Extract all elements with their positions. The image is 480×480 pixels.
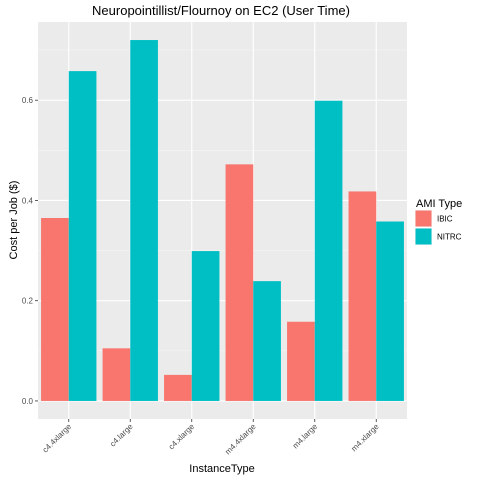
legend: AMI Type IBIC NITRC (415, 198, 462, 245)
x-tick-label: c4.4xlarge (41, 422, 74, 455)
x-tick-label: c4.large (108, 422, 135, 449)
bar-nitrc-c4-large (130, 40, 158, 401)
bar-ibic-c4-large (102, 348, 131, 401)
y-axis: 0.0 0.2 0.4 0.6 (22, 96, 38, 406)
bar-ibic-m4-4xlarge (225, 164, 254, 401)
bar-ibic-m4-large (287, 321, 315, 401)
y-tick-label: 0.4 (22, 196, 34, 205)
y-tick-label: 0.0 (22, 397, 34, 406)
x-tick-label: m4.xlarge (349, 422, 381, 454)
y-tick-label: 0.2 (22, 297, 34, 306)
bar-nitrc-m4-xlarge (376, 221, 404, 401)
minor-gridlines (38, 49, 407, 352)
legend-label-ibic: IBIC (437, 215, 453, 224)
bar-nitrc-c4-4xlarge (68, 71, 97, 401)
plot-panel (38, 22, 407, 419)
legend-swatch-ibic (415, 210, 432, 227)
legend-label-nitrc: NITRC (437, 233, 462, 242)
x-tick-label: c4.xlarge (167, 422, 197, 452)
y-axis-title: Cost per Job ($) (8, 181, 20, 260)
x-tick-label: m4.4xlarge (223, 422, 258, 457)
bar-nitrc-m4-4xlarge (253, 281, 281, 401)
bar-ibic-c4-4xlarge (41, 217, 69, 401)
legend-swatch-nitrc (415, 228, 432, 245)
bar-nitrc-m4-large (314, 100, 343, 401)
bar-ibic-m4-xlarge (348, 191, 377, 401)
x-tick-label: m4.large (291, 422, 320, 451)
y-tick-label: 0.6 (22, 96, 34, 105)
bar-ibic-c4-xlarge (164, 374, 192, 401)
legend-title: AMI Type (416, 198, 462, 210)
x-axis: c4.4xlarge c4.large c4.xlarge m4.4xlarge m4.… (41, 419, 381, 456)
x-axis-title: InstanceType (189, 463, 254, 475)
bars (41, 40, 404, 401)
bar-nitrc-c4-xlarge (191, 251, 220, 401)
chart-title: Neuropointillist/Flournoy on EC2 (User T… (92, 3, 350, 18)
